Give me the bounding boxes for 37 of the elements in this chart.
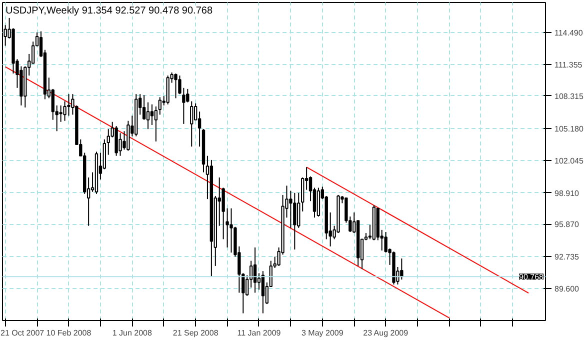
chart-title: USDJPY,Weekly 91.354 92.527 90.478 90.768 (6, 6, 213, 16)
x-tick-label: 21 Oct 2007 (0, 328, 45, 338)
ref-line-label: 90.768 (519, 272, 544, 282)
candlestick (51, 88, 54, 120)
candlestick (59, 104, 62, 122)
y-tick-label: 105.180 (554, 124, 584, 134)
x-tick-label: 11 Jan 2009 (237, 328, 282, 338)
candlestick (400, 258, 404, 280)
candlestick (146, 102, 150, 130)
candlestick (297, 192, 300, 228)
y-tick-label: 114.490 (554, 28, 584, 38)
candlestick (154, 106, 158, 142)
candlestick (253, 246, 257, 294)
x-tick-label: 1 Jun 2008 (112, 328, 153, 338)
y-tick-label: 92.735 (554, 252, 580, 262)
candlestick (186, 88, 190, 103)
candlestick (174, 73, 178, 99)
candlestick (261, 270, 265, 314)
candlestick (142, 94, 146, 120)
candlestick (150, 104, 154, 126)
x-tick-label: 21 Sep 2008 (172, 328, 219, 338)
candlestick (301, 176, 304, 212)
y-tick-label: 98.910 (554, 188, 580, 198)
y-tick-label: 95.870 (554, 220, 580, 230)
candlestick (230, 208, 233, 254)
y-tick-label: 111.355 (554, 60, 583, 70)
y-tick-label: 108.315 (554, 92, 584, 101)
x-tick-label: 23 Aug 2009 (363, 328, 409, 338)
candlestick (384, 231, 388, 254)
y-tick-label: 102.045 (554, 156, 584, 166)
candlestick (106, 128, 110, 156)
candlestick (190, 100, 194, 148)
x-tick-label: 3 May 2009 (302, 328, 344, 338)
candlestick (158, 96, 162, 116)
y-tick-label: 89.600 (554, 284, 580, 294)
x-tick-label: 10 Feb 2008 (46, 328, 92, 338)
candlestick (293, 192, 296, 250)
